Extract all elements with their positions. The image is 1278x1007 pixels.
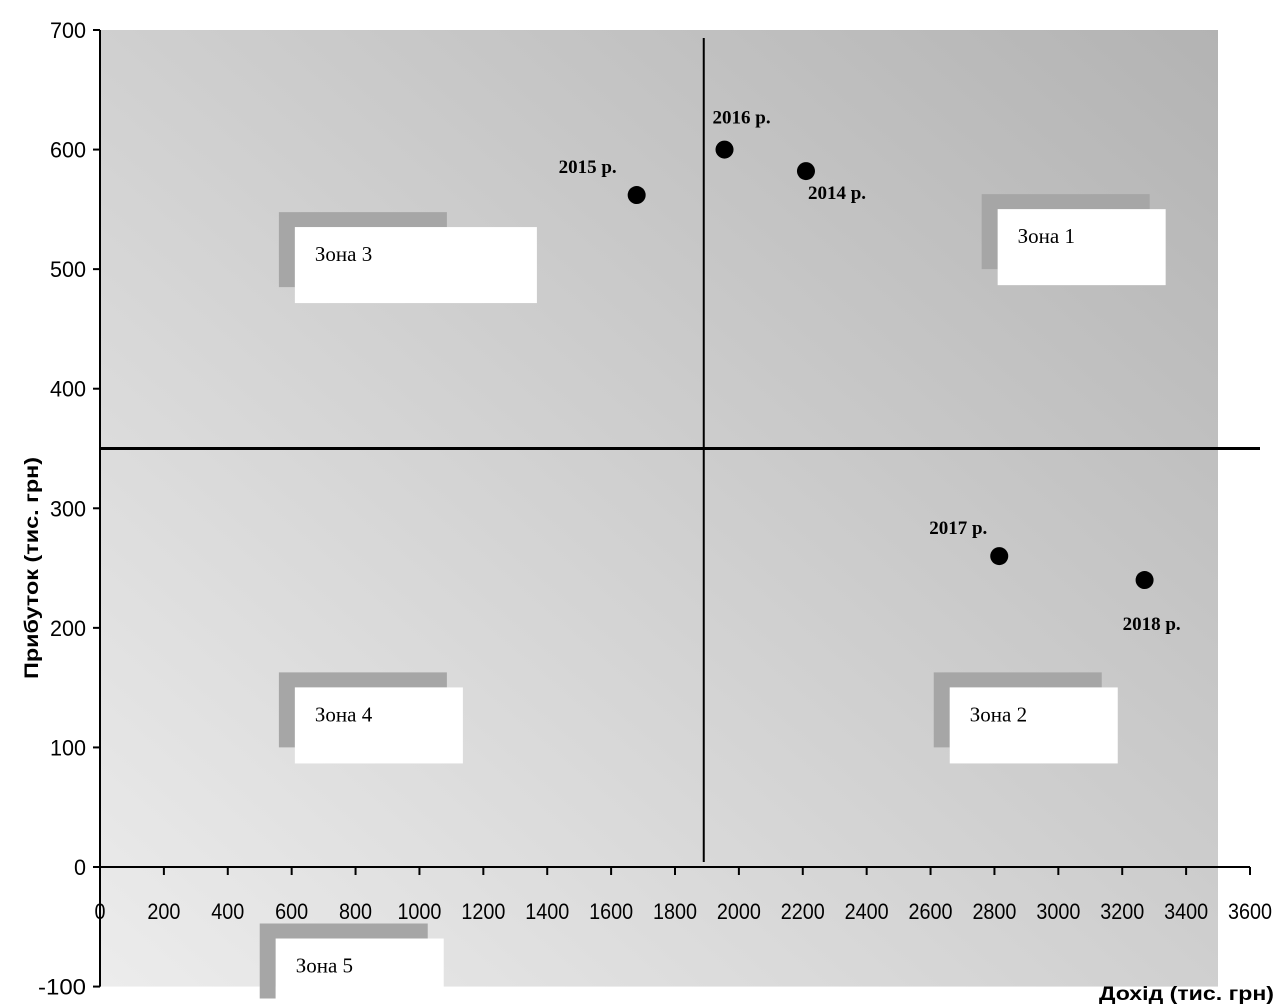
plot-background xyxy=(100,30,1218,987)
x-tick-label: 2800 xyxy=(972,899,1016,924)
y-tick-label: 700 xyxy=(50,18,86,43)
zone-label: Зона 1 xyxy=(1018,224,1075,248)
x-tick-label: 800 xyxy=(339,899,372,924)
data-point xyxy=(715,140,734,159)
data-point xyxy=(1135,571,1154,590)
x-tick-label: 3400 xyxy=(1164,899,1208,924)
y-axis-title: Прибуток (тис. грн) xyxy=(22,457,43,679)
dividers-layer xyxy=(100,38,1260,862)
data-label: 2017 р. xyxy=(929,518,987,539)
x-tick-label: 3000 xyxy=(1036,899,1080,924)
x-tick-label: 1800 xyxy=(653,899,697,924)
y-tick-label: 400 xyxy=(50,377,86,402)
y-tick-label: 200 xyxy=(50,616,86,641)
x-tick-label: 2000 xyxy=(717,899,761,924)
x-tick-label: 1600 xyxy=(589,899,633,924)
zone-box xyxy=(949,687,1118,764)
data-point xyxy=(990,547,1009,566)
x-tick-label: 1200 xyxy=(461,899,505,924)
data-label: 2015 р. xyxy=(559,157,617,178)
data-label: 2014 р. xyxy=(808,183,866,204)
data-label: 2018 р. xyxy=(1123,614,1181,635)
points-layer: 2014 р. 2015 р. 2016 р. 2017 р. 2018 р. xyxy=(559,108,1181,635)
x-axis-title: Дохід (тис. грн) xyxy=(1099,984,1274,1005)
zones-layer: Зона 1 Зона 2 Зона 3 Зона 4 Зона 5 xyxy=(259,194,1166,1007)
data-label: 2016 р. xyxy=(713,108,771,129)
data-point xyxy=(796,162,815,181)
zone-box xyxy=(294,687,463,764)
y-tick-label: 100 xyxy=(50,735,86,760)
data-point xyxy=(627,186,646,205)
x-tick-label: 2400 xyxy=(845,899,889,924)
zone-box xyxy=(997,209,1166,286)
axes-layer: -100 0 100 200 300 400 500 600 700 0 200 400 600 800 1… xyxy=(38,18,1272,1000)
zone-box xyxy=(275,938,444,1007)
y-tick-label: 500 xyxy=(50,257,86,282)
x-tick-label: 0 xyxy=(95,899,106,924)
y-tick-label: 600 xyxy=(50,138,86,163)
x-tick-label: 400 xyxy=(211,899,244,924)
zone-label: Зона 3 xyxy=(315,242,372,266)
y-tick-label: 0 xyxy=(74,855,86,880)
x-tick-label: 1000 xyxy=(397,899,441,924)
zone-box xyxy=(294,227,537,304)
x-tick-label: 2200 xyxy=(781,899,825,924)
y-tick-label: 300 xyxy=(50,496,86,521)
zone-label: Зона 4 xyxy=(315,702,373,726)
y-tick-label: -100 xyxy=(38,975,86,1000)
x-tick-label: 3600 xyxy=(1228,899,1272,924)
x-tick-label: 2600 xyxy=(909,899,953,924)
x-tick-label: 1400 xyxy=(525,899,569,924)
x-tick-label: 3200 xyxy=(1100,899,1144,924)
x-tick-label: 200 xyxy=(147,899,180,924)
zone-label: Зона 5 xyxy=(296,954,353,978)
x-tick-label: 600 xyxy=(275,899,308,924)
zone-label: Зона 2 xyxy=(970,702,1027,726)
